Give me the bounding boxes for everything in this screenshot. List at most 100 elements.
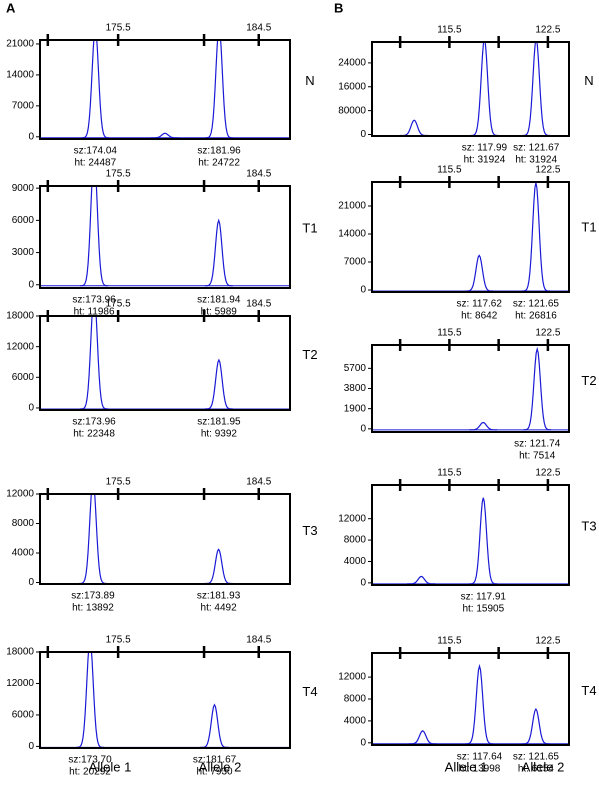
peak-height-label: ht: 4492 — [201, 603, 238, 614]
row-label: T1 — [581, 220, 596, 235]
peak-size-label: sz: 121.67 — [513, 143, 560, 154]
plot-area — [40, 652, 290, 748]
peak-size-label: sz: 117.99 — [462, 143, 508, 154]
peak — [522, 42, 551, 136]
peak-height-label: ht: 6154 — [518, 764, 555, 775]
y-tick-label: 0 — [28, 279, 34, 290]
y-tick-label: 14000 — [338, 229, 366, 240]
plot-area — [372, 663, 569, 745]
row-label: T2 — [302, 347, 317, 362]
allele-label: Allele 2 — [522, 759, 565, 774]
y-tick-label: 12000 — [6, 678, 34, 689]
peak-size-label: sz:181.94 — [197, 295, 241, 306]
peak — [204, 548, 233, 584]
peak-size-label: sz: 121.65 — [513, 299, 560, 310]
row-label: N — [305, 73, 314, 88]
y-tick-label: 4000 — [12, 548, 35, 559]
row-label: T4 — [302, 684, 317, 699]
allele-label: Allele 2 — [199, 759, 242, 774]
row-label: N — [584, 73, 593, 88]
y-tick-label: 0 — [360, 578, 366, 589]
peak — [523, 346, 552, 431]
x-tick-label: 175.5 — [106, 635, 131, 646]
y-tick-label: 6000 — [12, 372, 35, 383]
peak — [80, 186, 109, 287]
x-tick-label: 115.5 — [437, 636, 462, 647]
peak-height-label: ht: 31924 — [464, 155, 506, 166]
peak — [204, 358, 233, 410]
y-tick-label: 9000 — [12, 183, 35, 194]
x-tick-label: 184.5 — [246, 23, 271, 34]
x-tick-label: 115.5 — [437, 328, 462, 339]
peak — [79, 494, 107, 584]
peak-size-label: sz:181.93 — [197, 591, 241, 602]
peak-size-label: sz:181.95 — [197, 417, 241, 428]
y-tick-label: 8000 — [12, 518, 35, 529]
peak-height-label: ht: 26816 — [515, 311, 557, 322]
peak — [205, 40, 234, 139]
y-tick-label: 18000 — [6, 647, 34, 658]
peak — [470, 42, 499, 136]
plot-frame — [39, 493, 291, 585]
x-tick-label: 122.5 — [535, 328, 560, 339]
y-tick-label: 21000 — [6, 39, 34, 50]
y-tick-label: 21000 — [338, 201, 366, 212]
peak — [204, 218, 233, 287]
y-tick-label: 0 — [360, 285, 366, 296]
plot-frame — [371, 652, 570, 746]
plot-area — [372, 182, 569, 292]
y-tick-label: 3800 — [344, 383, 367, 394]
plot-frame — [39, 39, 291, 140]
y-tick-label: 16000 — [338, 81, 366, 92]
peak — [407, 575, 436, 585]
x-tick-label: 122.5 — [535, 636, 560, 647]
peak — [76, 652, 104, 748]
x-tick-label: 175.5 — [106, 23, 131, 34]
plot-area — [40, 40, 290, 139]
peak-size-label: sz: 121.65 — [513, 752, 560, 763]
peak — [400, 119, 429, 136]
y-tick-label: 3000 — [12, 247, 35, 258]
y-tick-label: 1900 — [344, 403, 367, 414]
peak-size-label: sz:174.04 — [74, 146, 118, 157]
y-tick-label: 0 — [360, 129, 366, 140]
peak-height-label: ht: 11986 — [74, 307, 115, 318]
y-tick-label: 7000 — [344, 257, 367, 268]
plot-area — [40, 316, 290, 410]
peak — [408, 730, 437, 745]
y-tick-label: 7000 — [12, 100, 35, 111]
peak-size-label: sz: 117.91 — [461, 592, 507, 603]
peak-height-label: ht: 7930 — [196, 767, 233, 778]
row-label: T3 — [581, 518, 596, 533]
plot-frame — [39, 315, 291, 411]
allele-label: Allele 1 — [445, 759, 488, 774]
peak — [469, 497, 498, 585]
x-tick-label: 175.5 — [106, 299, 131, 310]
peak-height-label: ht: 24487 — [74, 158, 116, 169]
peak-height-label: ht: 24722 — [198, 158, 240, 169]
row-label: T3 — [302, 523, 317, 538]
peak — [469, 421, 498, 431]
x-tick-label: 184.5 — [246, 299, 271, 310]
y-tick-label: 0 — [28, 131, 34, 142]
peak-height-label: ht: 9392 — [201, 429, 238, 440]
y-tick-label: 80000 — [338, 105, 366, 116]
plot-frame — [39, 651, 291, 749]
peak-size-label: sz:181.96 — [197, 146, 241, 157]
y-tick-label: 12000 — [338, 513, 366, 524]
peak — [151, 132, 179, 139]
x-tick-label: 115.5 — [437, 25, 462, 36]
peak-size-label: sz:173.70 — [68, 755, 112, 766]
peak — [521, 182, 550, 292]
y-tick-label: 4000 — [344, 556, 367, 567]
peak-height-label: ht: 15905 — [462, 604, 504, 615]
peak-height-label: ht: 22348 — [73, 429, 115, 440]
peak-size-label: sz: 121.74 — [514, 439, 561, 450]
panel-letter: B — [334, 0, 343, 15]
plot-area — [40, 186, 290, 287]
peak — [200, 703, 229, 748]
y-tick-label: 8000 — [344, 694, 367, 705]
peak-height-label: ht: 31924 — [515, 155, 557, 166]
